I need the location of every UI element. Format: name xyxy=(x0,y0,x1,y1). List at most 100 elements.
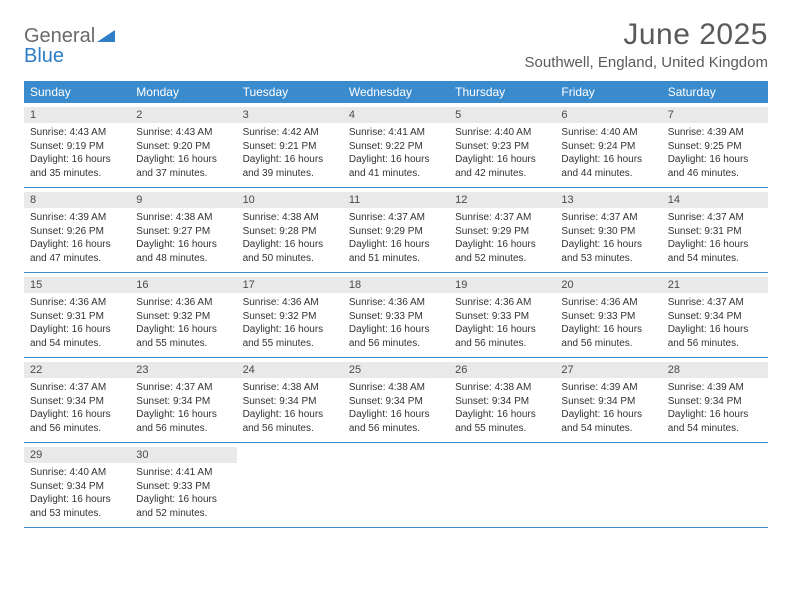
sunset-line: Sunset: 9:34 PM xyxy=(668,395,762,409)
sunset-line: Sunset: 9:29 PM xyxy=(349,225,443,239)
daylight-line: Daylight: 16 hours and 55 minutes. xyxy=(455,408,549,435)
day-number: 14 xyxy=(668,194,762,206)
day-cell: 23Sunrise: 4:37 AMSunset: 9:34 PMDayligh… xyxy=(130,358,236,442)
day-number: 23 xyxy=(136,364,230,376)
day-number-row: 16 xyxy=(130,277,236,293)
week-row: 22 Sunrise: 4:37 AM Sunset: 9:34 PM Dayligh… xyxy=(24,358,768,443)
day-cell: 4Sunrise: 4:41 AMSunset: 9:22 PMDaylight… xyxy=(343,103,449,187)
day-number: 19 xyxy=(455,279,549,291)
daylight-line: Daylight: 16 hours and 52 minutes. xyxy=(455,238,549,265)
day-number: 13 xyxy=(561,194,655,206)
day-cell: 12Sunrise: 4:37 AMSunset: 9:29 PMDayligh… xyxy=(449,188,555,272)
day-cell: 20Sunrise: 4:36 AMSunset: 9:33 PMDayligh… xyxy=(555,273,661,357)
day-cell: 19Sunrise: 4:36 AMSunset: 9:33 PMDayligh… xyxy=(449,273,555,357)
day-number-row: 1 xyxy=(24,107,130,123)
daylight-line: Daylight: 16 hours and 56 minutes. xyxy=(30,408,124,435)
day-cell: 11Sunrise: 4:37 AMSunset: 9:29 PMDayligh… xyxy=(343,188,449,272)
day-number-row: 24 xyxy=(237,362,343,378)
dow-cell: Monday xyxy=(130,81,236,103)
dow-cell: Wednesday xyxy=(343,81,449,103)
day-number-row: 9 xyxy=(130,192,236,208)
day-cell: 22Sunrise: 4:37 AMSunset: 9:34 PMDayligh… xyxy=(24,358,130,442)
sunrise-line: Sunrise: 4:43 AM xyxy=(30,126,124,140)
sunrise-line: Sunrise: 4:36 AM xyxy=(30,296,124,310)
day-cell: 16 Sunrise: 4:36 AMSunset: 9:32 PMDayligh… xyxy=(130,273,236,357)
daylight-line: Daylight: 16 hours and 56 minutes. xyxy=(455,323,549,350)
day-number-row: 17 xyxy=(237,277,343,293)
daylight-line: Daylight: 16 hours and 54 minutes. xyxy=(561,408,655,435)
day-number: 2 xyxy=(136,109,230,121)
day-number-row: 29 xyxy=(24,447,130,463)
daylight-line: Daylight: 16 hours and 51 minutes. xyxy=(349,238,443,265)
day-cell: 14Sunrise: 4:37 AMSunset: 9:31 PMDayligh… xyxy=(662,188,768,272)
daylight-line: Daylight: 16 hours and 56 minutes. xyxy=(668,323,762,350)
sunrise-line: Sunrise: 4:42 AM xyxy=(243,126,337,140)
day-number: 1 xyxy=(30,109,124,121)
week-row: 15Sunrise: 4:36 AMSunset: 9:31 PMDayligh… xyxy=(24,273,768,358)
sunrise-line: Sunrise: 4:38 AM xyxy=(349,381,443,395)
brand-name: General Blue xyxy=(24,26,115,66)
sunset-line: Sunset: 9:24 PM xyxy=(561,140,655,154)
day-number: 18 xyxy=(349,279,443,291)
day-cell: 24Sunrise: 4:38 AMSunset: 9:34 PMDayligh… xyxy=(237,358,343,442)
sunrise-line: Sunrise: 4:39 AM xyxy=(668,381,762,395)
dow-cell: Thursday xyxy=(449,81,555,103)
location-label: Southwell, England, United Kingdom xyxy=(525,54,769,71)
dow-cell: Friday xyxy=(555,81,661,103)
sunrise-line: Sunrise: 4:40 AM xyxy=(455,126,549,140)
day-number: 4 xyxy=(349,109,443,121)
sunrise-line: Sunrise: 4:40 AM xyxy=(561,126,655,140)
day-number-row: 10 xyxy=(237,192,343,208)
daylight-line: Daylight: 16 hours and 56 minutes. xyxy=(136,408,230,435)
day-number-row: 8 xyxy=(24,192,130,208)
sunset-line: Sunset: 9:32 PM xyxy=(136,310,230,324)
day-number-row: 30 xyxy=(130,447,236,463)
sunrise-line: Sunrise: 4:39 AM xyxy=(561,381,655,395)
sunrise-line: Sunrise: 4:37 AM xyxy=(561,211,655,225)
day-number-row: 22 xyxy=(24,362,130,378)
day-number: 27 xyxy=(561,364,655,376)
sunrise-line: Sunrise: 4:37 AM xyxy=(668,211,762,225)
day-number-row: 21 xyxy=(662,277,768,293)
day-cell: 29Sunrise: 4:40 AMSunset: 9:34 PMDayligh… xyxy=(24,443,130,527)
day-number: 8 xyxy=(30,194,124,206)
calendar-page: General Blue June 2025 Southwell, Englan… xyxy=(0,0,792,538)
day-number-row: 20 xyxy=(555,277,661,293)
sunset-line: Sunset: 9:33 PM xyxy=(561,310,655,324)
brand-blue: Blue xyxy=(24,45,64,67)
sunset-line: Sunset: 9:31 PM xyxy=(668,225,762,239)
page-header: General Blue June 2025 Southwell, Englan… xyxy=(24,18,768,71)
daylight-line: Daylight: 16 hours and 52 minutes. xyxy=(136,493,230,520)
brand-logo: General Blue xyxy=(24,18,115,66)
day-number-row: 5 xyxy=(449,107,555,123)
daylight-line: Daylight: 16 hours and 55 minutes. xyxy=(136,323,230,350)
day-number-row: 25 xyxy=(343,362,449,378)
daylight-line: Daylight: 16 hours and 35 minutes. xyxy=(30,153,124,180)
daylight-line: Daylight: 16 hours and 56 minutes. xyxy=(349,323,443,350)
sunrise-line: Sunrise: 4:39 AM xyxy=(30,211,124,225)
weeks-container: 1Sunrise: 4:43 AMSunset: 9:19 PMDaylight… xyxy=(24,103,768,528)
sunset-line: Sunset: 9:33 PM xyxy=(455,310,549,324)
day-cell: 5Sunrise: 4:40 AMSunset: 9:23 PMDaylight… xyxy=(449,103,555,187)
day-number-row: 18 xyxy=(343,277,449,293)
day-cell: 30Sunrise: 4:41 AMSunset: 9:33 PMDayligh… xyxy=(130,443,236,527)
day-cell: 17Sunrise: 4:36 AMSunset: 9:32 PMDayligh… xyxy=(237,273,343,357)
day-number: 11 xyxy=(349,194,443,206)
day-number: 20 xyxy=(561,279,655,291)
sunset-line: Sunset: 9:34 PM xyxy=(30,480,124,494)
daylight-line: Daylight: 16 hours and 54 minutes. xyxy=(30,323,124,350)
sunset-line: Sunset: 9:25 PM xyxy=(668,140,762,154)
month-title: June 2025 xyxy=(525,18,769,52)
day-cell xyxy=(343,443,449,527)
sunrise-line: Sunrise: 4:37 AM xyxy=(136,381,230,395)
daylight-line: Daylight: 16 hours and 53 minutes. xyxy=(30,493,124,520)
day-cell: 2Sunrise: 4:43 AMSunset: 9:20 PMDaylight… xyxy=(130,103,236,187)
day-number-row: 7 xyxy=(662,107,768,123)
daylight-line: Daylight: 16 hours and 42 minutes. xyxy=(455,153,549,180)
daylight-line: Daylight: 16 hours and 55 minutes. xyxy=(243,323,337,350)
day-cell: 3Sunrise: 4:42 AMSunset: 9:21 PMDaylight… xyxy=(237,103,343,187)
daylight-line: Daylight: 16 hours and 56 minutes. xyxy=(561,323,655,350)
sunrise-line: Sunrise: 4:36 AM xyxy=(243,296,337,310)
sunrise-line: Sunrise: 4:37 AM xyxy=(30,381,124,395)
sunrise-line: Sunrise: 4:36 AM xyxy=(136,296,230,310)
